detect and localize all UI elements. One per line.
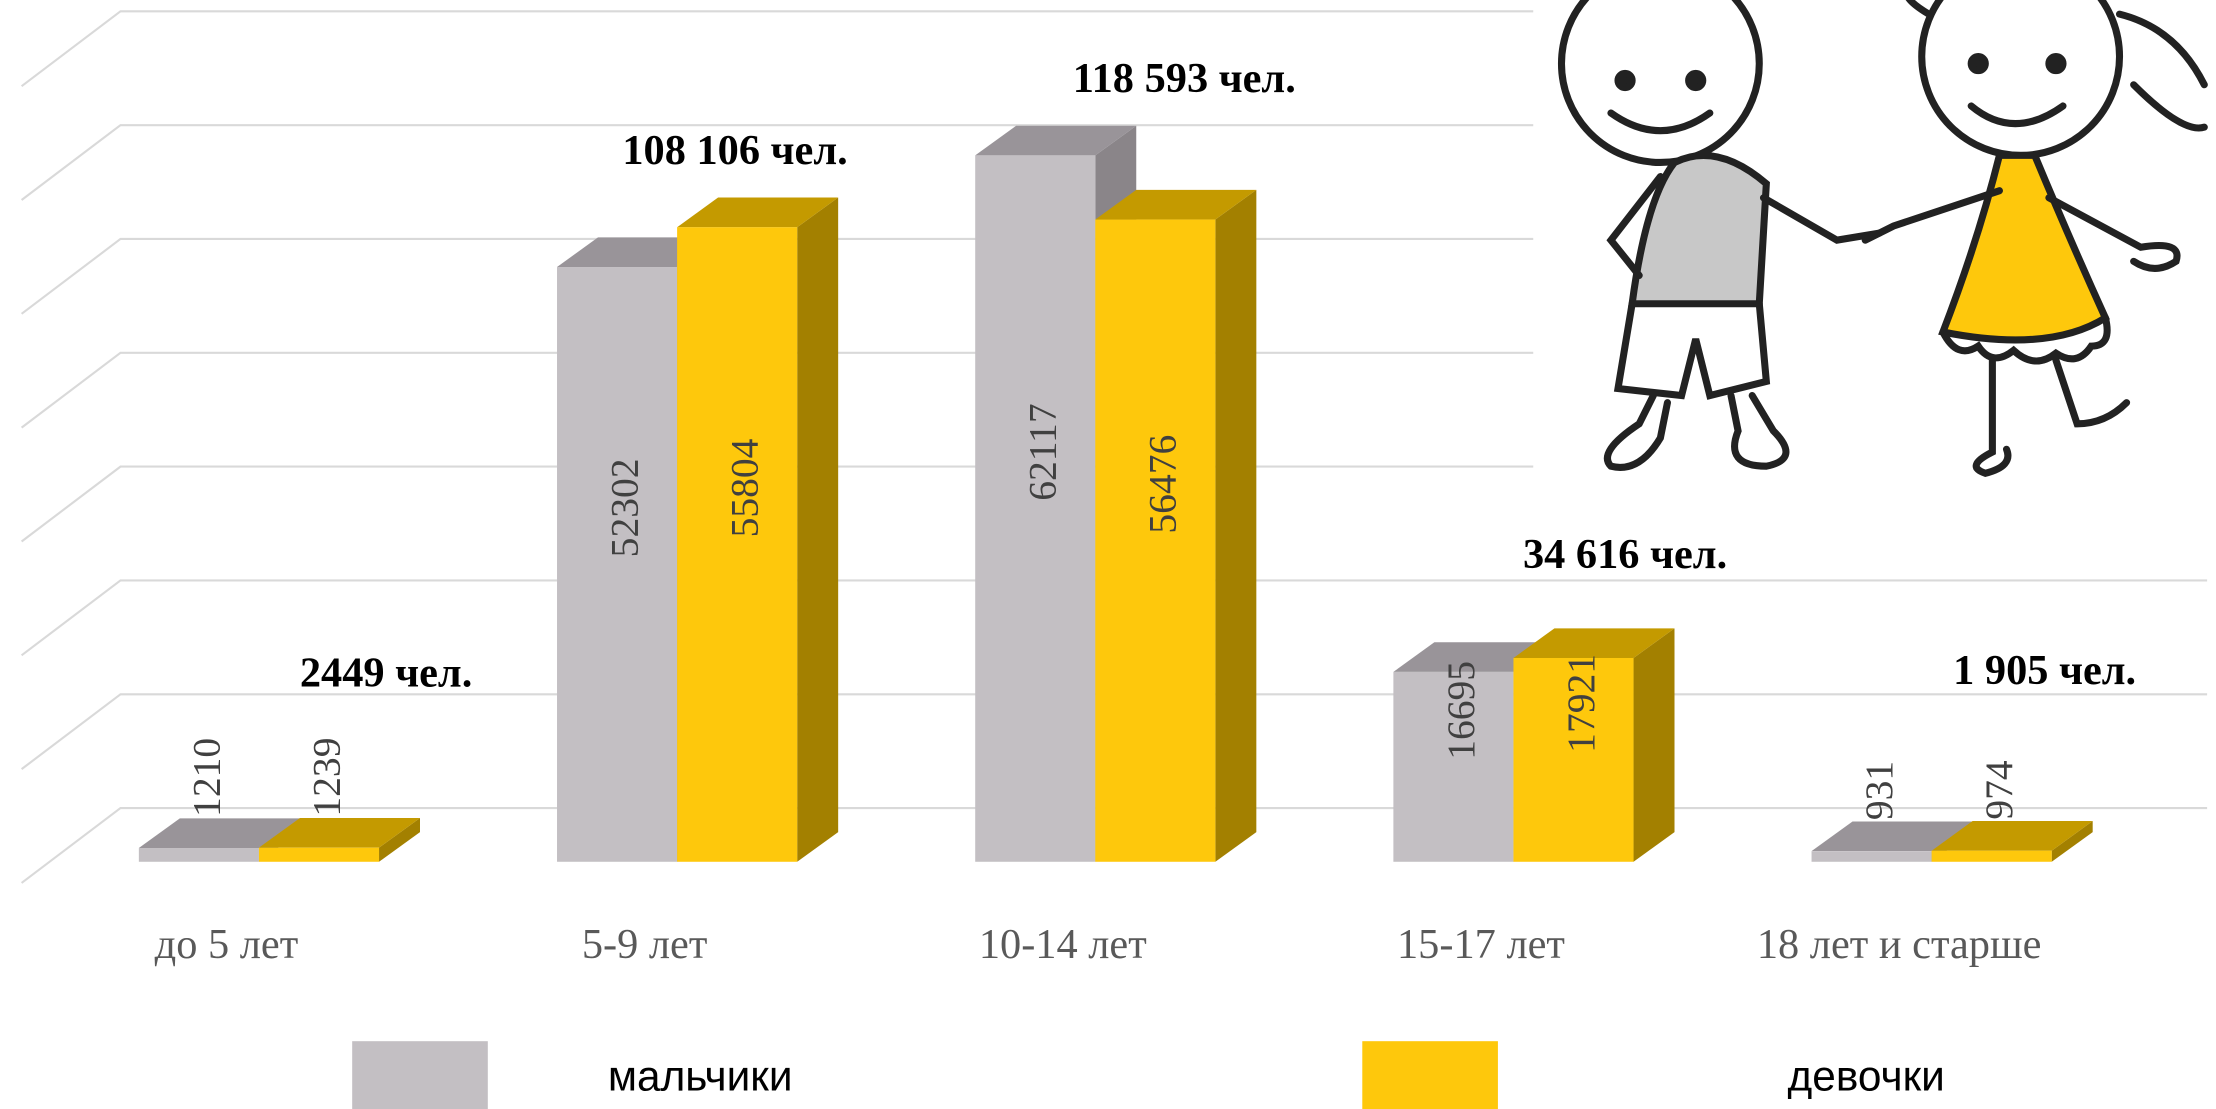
bar-top — [258, 818, 420, 848]
bar-top — [1513, 628, 1675, 658]
bar-front — [1811, 851, 1932, 862]
bar-front — [1095, 219, 1216, 862]
bar-front — [1513, 657, 1634, 862]
value-label: 17921 — [1559, 654, 1603, 753]
bar-front — [138, 848, 259, 862]
bar-front — [1931, 850, 2052, 862]
bar-front — [557, 267, 678, 862]
bar-top — [677, 197, 839, 228]
value-label: 55804 — [723, 438, 767, 537]
total-label: 118 593 чел. — [1073, 55, 1296, 102]
grid-line — [20, 351, 2208, 429]
legend-swatch — [352, 1041, 488, 1109]
grid-line — [20, 579, 2208, 657]
grid-line — [20, 124, 2208, 201]
bar-top — [1095, 189, 1257, 220]
value-label: 56476 — [1141, 435, 1185, 534]
bar-top — [975, 125, 1137, 156]
grid-line — [20, 237, 2208, 315]
bar — [1931, 821, 2093, 862]
bar-top — [138, 818, 300, 849]
value-label: 931 — [1857, 761, 1901, 820]
legend-label: девочки — [1788, 1053, 1945, 1100]
legend-label: мальчики — [608, 1053, 793, 1100]
legend-swatch — [1362, 1041, 1498, 1109]
bars: 1210 1239 до 5 лет 2449 чел. 52302 55804 5-9 л… — [138, 55, 2136, 968]
grid — [20, 10, 2208, 884]
value-label: 52302 — [602, 458, 646, 557]
value-label: 1210 — [184, 738, 228, 817]
bar-side — [1215, 189, 1257, 862]
category-label: 10-14 лет — [979, 921, 1147, 968]
bar-top — [1931, 821, 2093, 851]
value-label: 1239 — [304, 738, 348, 817]
total-label: 1 905 чел. — [1953, 647, 2136, 694]
bar-side — [2051, 821, 2093, 862]
legend: мальчики девочки — [352, 1041, 1945, 1109]
value-label: 974 — [1977, 760, 2021, 820]
bar-front — [258, 847, 380, 862]
bar-front — [1393, 671, 1514, 862]
total-label: 108 106 чел. — [622, 127, 847, 174]
category-label: 15-17 лет — [1397, 921, 1565, 968]
bar — [1095, 189, 1257, 862]
bar — [258, 818, 420, 862]
grid-line — [20, 465, 2208, 543]
total-label: 34 616 чел. — [1523, 531, 1727, 578]
bar-side — [379, 818, 420, 862]
category-label: 18 лет и старше — [1757, 921, 2042, 968]
bar-side — [797, 197, 839, 862]
illustration — [1533, 0, 2216, 488]
bar-top — [1811, 821, 1973, 852]
value-label: 62117 — [1021, 403, 1065, 500]
grid-line — [20, 10, 2208, 88]
category-label: до 5 лет — [155, 921, 299, 968]
bar-front — [975, 155, 1096, 862]
bar-side — [1633, 628, 1675, 862]
bar — [1513, 628, 1675, 862]
value-label: 16695 — [1439, 661, 1483, 760]
bar — [677, 197, 839, 862]
total-label: 2449 чел. — [300, 650, 472, 697]
category-label: 5-9 лет — [582, 921, 708, 968]
bar-front — [677, 227, 798, 862]
